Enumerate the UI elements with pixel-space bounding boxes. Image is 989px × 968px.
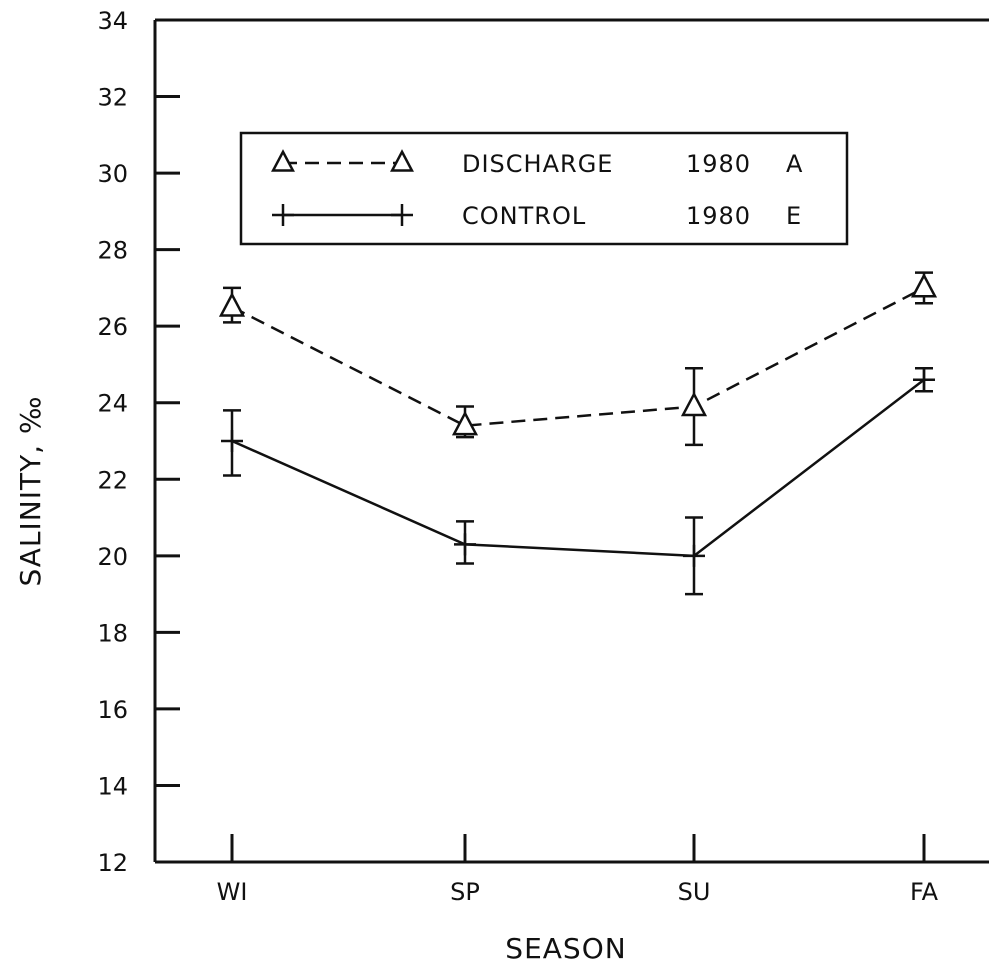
y-tick-label: 12 <box>97 849 128 877</box>
x-tick-label: SU <box>678 878 711 906</box>
legend-marker-end <box>391 204 413 226</box>
legend-item-control: CONTROL 1980 E <box>272 202 802 230</box>
legend-series-name: CONTROL <box>462 202 586 230</box>
y-tick-label: 34 <box>97 7 128 35</box>
data-point <box>910 272 938 298</box>
series-discharge <box>218 271 938 447</box>
y-axis-title: SALINITY, ‰ <box>14 395 47 586</box>
series-line <box>231 378 925 558</box>
legend-box <box>239 131 849 246</box>
legend-series-code: E <box>786 202 802 230</box>
legend-items: DISCHARGE 1980 A CONTROL 1980 E <box>271 149 803 230</box>
y-tick-label: 14 <box>97 772 128 800</box>
data-point <box>683 544 705 567</box>
series-line <box>231 286 925 427</box>
legend-marker-end <box>390 149 414 172</box>
legend-series-year: 1980 <box>686 202 751 230</box>
data-point <box>454 533 476 556</box>
data-point <box>218 291 246 317</box>
y-tick-label: 20 <box>97 543 128 571</box>
legend-marker-start <box>271 149 295 172</box>
x-axis-title: SEASON <box>505 932 626 965</box>
legend-series-name: DISCHARGE <box>462 150 613 178</box>
data-point <box>913 368 935 391</box>
y-tick-label: 26 <box>97 313 128 341</box>
x-tick-label: SP <box>450 878 480 906</box>
data-point <box>221 430 243 452</box>
y-tick-label: 18 <box>97 619 128 647</box>
series-control <box>221 367 935 596</box>
data-point <box>680 391 708 417</box>
y-tick-label: 32 <box>97 84 128 112</box>
y-tick-label: 22 <box>97 466 128 494</box>
legend-item-discharge: DISCHARGE 1980 A <box>271 149 803 178</box>
legend: DISCHARGE 1980 A CONTROL 1980 E <box>239 131 849 246</box>
data-point <box>451 410 479 436</box>
x-tick-label: WI <box>217 878 248 906</box>
series-layer <box>218 271 938 596</box>
y-tick-label: 24 <box>97 390 128 418</box>
y-tick-label: 30 <box>97 160 128 188</box>
y-tick-label: 16 <box>97 696 128 724</box>
legend-series-code: A <box>786 150 803 178</box>
legend-series-year: 1980 <box>686 150 751 178</box>
y-axis-ticks: 12 14 16 18 20 22 24 26 28 30 32 34 <box>97 7 180 877</box>
y-tick-label: 28 <box>97 237 128 265</box>
x-axis-ticks: WI SP SU FA <box>217 834 939 906</box>
x-tick-label: FA <box>910 878 939 906</box>
legend-marker-start <box>272 204 294 226</box>
plot-frame <box>153 18 989 864</box>
